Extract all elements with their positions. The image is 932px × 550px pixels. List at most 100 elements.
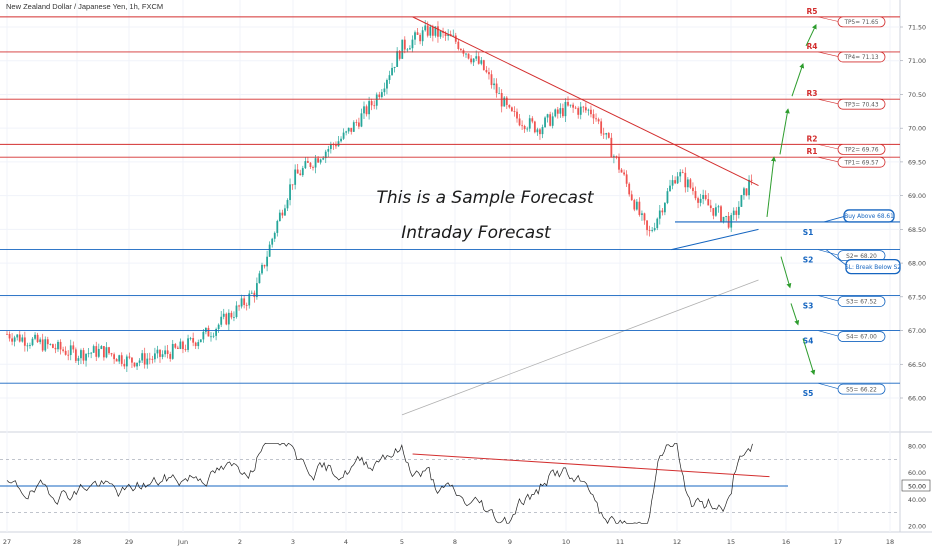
candle — [39, 337, 42, 345]
candle-body — [748, 179, 750, 196]
candle-body — [577, 108, 580, 115]
candle — [368, 96, 370, 120]
candle — [233, 311, 235, 322]
candle — [154, 347, 156, 363]
candle — [266, 250, 268, 272]
candle-body — [202, 331, 205, 340]
candle — [485, 66, 488, 74]
candle — [503, 96, 506, 107]
candle — [258, 270, 261, 284]
candle-body — [465, 53, 467, 55]
candle — [263, 264, 266, 269]
candle-body — [207, 327, 210, 337]
candle-body — [702, 194, 705, 199]
candle-body — [222, 313, 225, 317]
candle — [57, 339, 59, 352]
rsi-trendline — [412, 453, 770, 478]
candle — [375, 92, 378, 110]
candle-body — [549, 114, 552, 126]
candle — [92, 344, 95, 353]
candle-body — [745, 188, 748, 196]
candle-body — [352, 122, 355, 132]
candle-body — [100, 346, 103, 349]
candle-body — [95, 346, 98, 357]
candle-body — [707, 199, 710, 206]
candle — [590, 105, 592, 118]
candle — [143, 347, 146, 369]
candle — [386, 78, 388, 95]
candle — [528, 114, 531, 132]
candle-body — [355, 122, 358, 123]
candle-body — [383, 88, 386, 93]
candle — [470, 55, 472, 65]
candle-body — [174, 343, 177, 348]
candle — [715, 203, 717, 217]
candle-body — [131, 357, 133, 363]
candle-body — [572, 104, 574, 108]
candle-body — [133, 362, 136, 367]
candle-body — [52, 344, 54, 348]
arrows-layer — [766, 23, 817, 376]
candle-body — [90, 352, 93, 354]
candle-body — [171, 343, 174, 359]
candle-body — [607, 133, 610, 138]
candle-body — [235, 305, 238, 318]
forecast-arrow — [791, 63, 805, 97]
candle-body — [115, 359, 118, 362]
candle — [29, 342, 31, 349]
candle-body — [294, 169, 297, 185]
candle-body — [138, 360, 141, 363]
support-label: S3 — [803, 301, 814, 310]
candle — [658, 205, 661, 225]
candle — [192, 332, 195, 347]
candle-body — [156, 349, 159, 354]
candle — [531, 116, 534, 124]
candle — [653, 222, 656, 232]
candle-body — [409, 48, 411, 50]
candle — [602, 127, 605, 139]
candle-body — [666, 191, 669, 203]
candle — [732, 207, 735, 221]
candle — [301, 165, 304, 177]
candle — [712, 208, 715, 220]
candle-body — [556, 109, 559, 114]
candle — [572, 102, 574, 113]
candle — [278, 209, 281, 222]
candle-body — [562, 108, 564, 117]
price-tick-label: 69.50 — [908, 159, 926, 166]
candle — [646, 220, 648, 236]
candle — [289, 178, 291, 206]
candle — [656, 217, 659, 231]
candle-body — [656, 218, 659, 229]
candle-body — [533, 121, 536, 133]
candle — [110, 352, 113, 357]
candle-body — [439, 31, 442, 37]
candle-body — [472, 58, 475, 63]
candle-body — [424, 25, 427, 31]
candle — [587, 108, 590, 116]
candle — [46, 336, 49, 349]
candle-body — [393, 66, 396, 68]
candle — [261, 262, 263, 275]
candle-body — [212, 335, 215, 337]
candle-body — [536, 129, 539, 133]
candle-body — [296, 169, 299, 174]
time-tick-label: 17 — [834, 538, 842, 546]
tp-callout-box — [837, 98, 886, 110]
candle-body — [118, 355, 121, 362]
candle-body — [429, 26, 432, 36]
time-tick-label: 5 — [400, 538, 404, 546]
candle-body — [179, 341, 182, 349]
callout-connector — [817, 16, 841, 23]
candle-body — [143, 353, 146, 365]
candle — [567, 96, 569, 107]
price-tick-label: 68.00 — [908, 261, 926, 268]
time-tick-label: 12 — [673, 538, 681, 546]
candle — [630, 190, 633, 201]
candle-body — [646, 220, 648, 231]
candle-body — [623, 172, 625, 175]
rsi-layer — [0, 442, 900, 525]
candle-body — [679, 172, 682, 177]
candle — [518, 114, 521, 127]
candle-body — [120, 355, 123, 364]
